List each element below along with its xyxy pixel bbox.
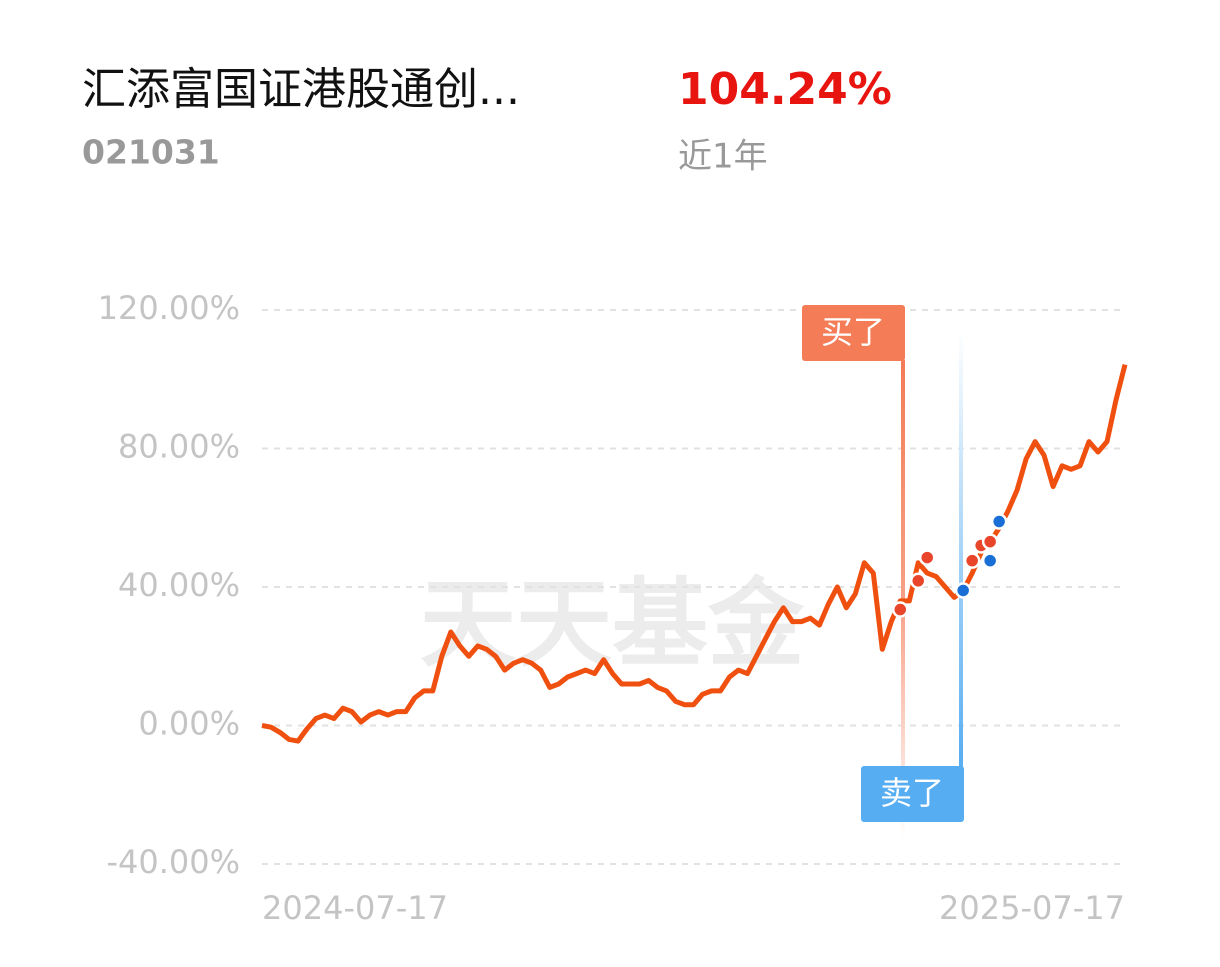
y-tick-label: 40.00% — [118, 566, 240, 604]
buy-label: 买了 — [821, 313, 885, 351]
fund-return: 104.24% — [678, 64, 892, 115]
sell-guide — [959, 330, 963, 770]
sell-label: 卖了 — [880, 774, 944, 812]
y-tick-label: -40.00% — [106, 843, 240, 881]
trade-marker — [990, 513, 1008, 530]
trade-marker — [909, 572, 927, 590]
y-tick-label: 120.00% — [98, 289, 240, 327]
watermark: 天天基金 — [420, 567, 805, 680]
y-tick-label: 80.00% — [118, 428, 240, 466]
trade-marker — [981, 533, 999, 550]
fund-code: 021031 — [82, 133, 220, 172]
buy-label-box — [802, 305, 905, 361]
trade-marker — [963, 552, 981, 569]
return-line — [261, 363, 1128, 744]
x-tick-label: 2024-07-17 — [262, 889, 448, 927]
period: 近1年 — [678, 137, 768, 177]
x-tick-label: 2025-07-17 — [939, 889, 1125, 927]
trade-marker — [981, 552, 999, 569]
trade-marker — [954, 582, 972, 599]
trade-marker — [892, 601, 909, 618]
sell-label-box — [861, 766, 964, 822]
y-tick-label: 0.00% — [138, 705, 240, 743]
fund-title: 汇添富国证港股通创... — [82, 64, 520, 115]
trade-marker — [918, 549, 936, 566]
